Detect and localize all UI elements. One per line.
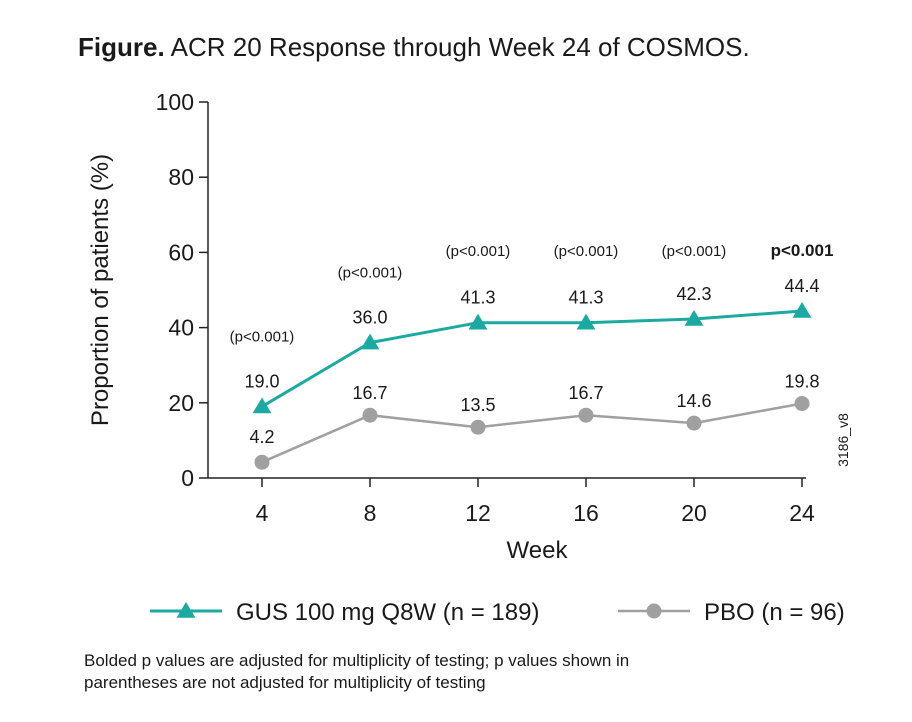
y-axis-title: Proportion of patients (%) — [87, 154, 114, 426]
x-tick-label: 12 — [465, 500, 491, 526]
data-point-gus — [360, 333, 380, 350]
data-point-pbo — [794, 396, 810, 412]
data-point-pbo — [686, 415, 702, 431]
p-value-unadjusted: (p<0.001) — [446, 243, 511, 260]
data-point-pbo — [578, 407, 594, 423]
data-label-gus: 41.3 — [460, 288, 495, 308]
data-point-pbo — [254, 454, 270, 470]
figure-title: Figure. ACR 20 Response through Week 24 o… — [78, 32, 750, 63]
data-label-gus: 36.0 — [352, 308, 387, 328]
data-point-gus — [576, 313, 596, 330]
legend-label-gus: GUS 100 mg Q8W (n = 189) — [236, 599, 539, 626]
data-point-gus — [252, 397, 272, 414]
figure-title-prefix: Figure. — [78, 32, 165, 62]
data-point-gus — [684, 309, 704, 326]
data-point-gus — [468, 313, 488, 330]
x-tick-label: 4 — [256, 500, 269, 526]
footnote-line-1: Bolded p values are adjusted for multipl… — [84, 651, 630, 670]
data-label-gus: 19.0 — [244, 372, 279, 392]
p-value-unadjusted: (p<0.001) — [230, 329, 295, 346]
p-value-adjusted: p<0.001 — [771, 241, 834, 260]
data-label-pbo: 16.7 — [352, 383, 387, 403]
x-tick-label: 16 — [573, 500, 599, 526]
x-tick-label: 20 — [681, 500, 707, 526]
data-point-gus — [792, 302, 812, 318]
y-tick-label: 40 — [168, 315, 194, 341]
y-tick-label: 80 — [168, 164, 194, 190]
x-tick-label: 8 — [364, 500, 377, 526]
p-value-unadjusted: (p<0.001) — [662, 243, 727, 260]
legend-label-pbo: PBO (n = 96) — [704, 599, 845, 626]
data-label-gus: 41.3 — [568, 288, 603, 308]
data-label-pbo: 19.8 — [784, 372, 819, 392]
figure-code: 3186_v8 — [835, 413, 851, 467]
x-axis-title: Week — [507, 537, 569, 564]
footnote-line-2: parentheses are not adjusted for multipl… — [84, 673, 486, 692]
data-label-gus: 42.3 — [676, 284, 711, 304]
legend-marker-pbo — [646, 603, 662, 619]
footnote: Bolded p values are adjusted for multipl… — [84, 650, 844, 694]
data-label-pbo: 16.7 — [568, 383, 603, 403]
y-tick-label: 20 — [168, 390, 194, 416]
data-label-pbo: 14.6 — [676, 391, 711, 411]
data-point-pbo — [362, 407, 378, 423]
y-tick-label: 100 — [156, 89, 194, 115]
data-label-gus: 44.4 — [784, 276, 819, 296]
acr20-line-chart: 0 20 40 60 80 100 4 8 12 16 20 24 Week Proportion of … — [87, 89, 851, 626]
p-value-unadjusted: (p<0.001) — [554, 243, 619, 260]
figure-title-text: ACR 20 Response through Week 24 of COSMO… — [170, 32, 750, 62]
data-point-pbo — [470, 419, 486, 435]
series-line-gus — [261, 309, 803, 408]
x-tick-label: 24 — [789, 500, 815, 526]
data-label-pbo: 13.5 — [460, 395, 495, 415]
series-line-pbo — [261, 402, 803, 464]
p-value-unadjusted: (p<0.001) — [338, 265, 403, 282]
y-tick-label: 0 — [181, 465, 194, 491]
data-label-pbo: 4.2 — [249, 427, 274, 447]
legend-marker-gus — [176, 602, 196, 618]
y-tick-label: 60 — [168, 239, 194, 265]
